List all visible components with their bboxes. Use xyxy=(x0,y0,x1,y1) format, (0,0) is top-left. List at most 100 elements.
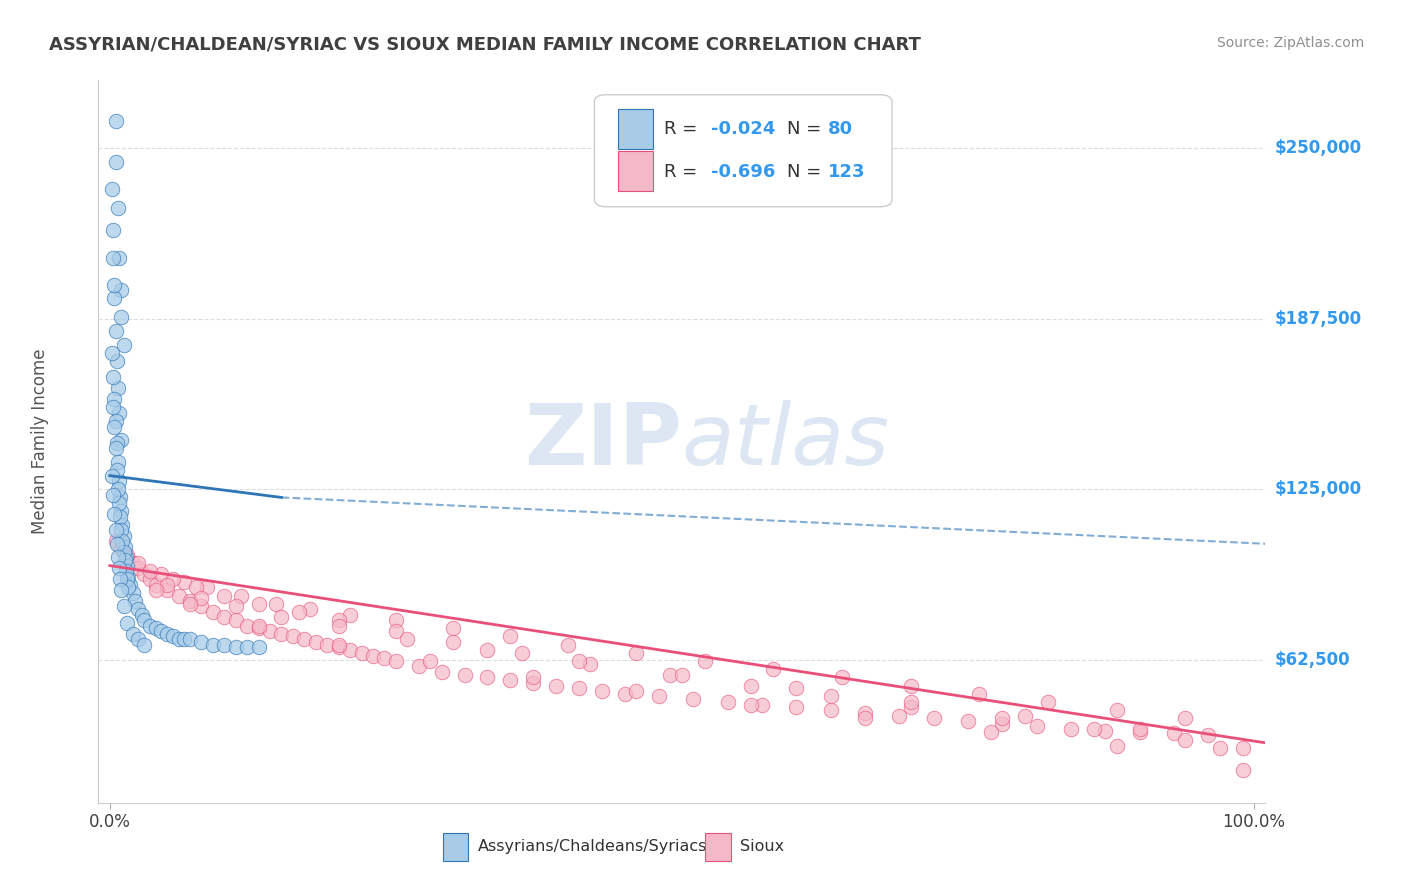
Point xyxy=(115,550,138,565)
Point xyxy=(247,621,270,635)
Text: -0.024: -0.024 xyxy=(711,120,776,138)
Point xyxy=(544,679,567,693)
Text: Sioux: Sioux xyxy=(741,838,785,854)
Point xyxy=(145,577,167,591)
Point xyxy=(624,646,647,660)
Point xyxy=(373,651,395,665)
Point xyxy=(156,577,179,591)
Point xyxy=(103,292,125,306)
Point xyxy=(624,684,647,698)
Point xyxy=(105,354,128,368)
Point xyxy=(115,548,138,562)
Point xyxy=(108,572,131,586)
Point xyxy=(477,670,499,684)
Point xyxy=(110,433,132,447)
Point xyxy=(1128,722,1150,736)
Text: Source: ZipAtlas.com: Source: ZipAtlas.com xyxy=(1216,36,1364,50)
Point xyxy=(236,640,259,655)
Point xyxy=(1174,711,1197,725)
Point xyxy=(139,618,162,632)
Point xyxy=(441,635,464,649)
Point xyxy=(1060,722,1083,736)
Point xyxy=(922,711,945,725)
Point xyxy=(820,690,842,704)
Point xyxy=(131,607,153,622)
Point xyxy=(103,507,125,521)
Point xyxy=(785,700,807,714)
Point xyxy=(648,690,671,704)
Point xyxy=(150,566,173,581)
Point xyxy=(108,509,131,524)
Point xyxy=(499,630,522,644)
Point xyxy=(441,621,464,635)
Point xyxy=(900,700,922,714)
Point xyxy=(522,670,544,684)
Text: Median Family Income: Median Family Income xyxy=(31,349,49,534)
Point xyxy=(231,589,253,603)
Point xyxy=(110,283,132,297)
Point xyxy=(900,679,922,693)
Point xyxy=(104,534,127,549)
Point xyxy=(114,553,136,567)
Point xyxy=(214,610,236,624)
Bar xyxy=(706,833,731,861)
Point xyxy=(385,613,408,627)
Text: 123: 123 xyxy=(828,163,865,181)
Point xyxy=(510,646,533,660)
Point xyxy=(110,310,132,325)
Point xyxy=(111,517,134,532)
Text: atlas: atlas xyxy=(682,400,890,483)
Point xyxy=(124,594,146,608)
Point xyxy=(179,597,201,611)
Point xyxy=(110,504,132,518)
Point xyxy=(107,482,129,496)
Bar xyxy=(617,109,652,149)
Point xyxy=(305,635,328,649)
Point xyxy=(108,496,131,510)
Point xyxy=(115,572,138,586)
Point xyxy=(247,640,270,655)
Point xyxy=(682,692,704,706)
Point xyxy=(270,610,292,624)
Point xyxy=(361,648,384,663)
Point xyxy=(101,346,124,360)
Point xyxy=(214,589,236,603)
Point xyxy=(190,599,212,614)
Text: N =: N = xyxy=(787,163,827,181)
Point xyxy=(127,632,149,647)
Point xyxy=(103,488,125,502)
Point xyxy=(568,654,591,668)
Point xyxy=(751,698,773,712)
Point xyxy=(115,550,138,565)
Point xyxy=(190,591,212,606)
Point xyxy=(1014,708,1036,723)
Point xyxy=(991,711,1014,725)
Point xyxy=(112,545,135,559)
Point xyxy=(173,632,195,647)
Text: $187,500: $187,500 xyxy=(1275,310,1361,328)
Point xyxy=(156,626,179,640)
Point xyxy=(120,577,142,591)
Point xyxy=(162,630,184,644)
Point xyxy=(110,583,132,598)
Point xyxy=(477,643,499,657)
Point xyxy=(499,673,522,687)
Point xyxy=(110,542,132,557)
Point xyxy=(1025,719,1047,733)
Point xyxy=(579,657,602,671)
Point xyxy=(1105,739,1128,753)
Point xyxy=(103,223,125,237)
Point xyxy=(328,640,350,655)
Point xyxy=(107,455,129,469)
Point xyxy=(103,370,125,384)
Point xyxy=(613,687,636,701)
Point xyxy=(591,684,613,698)
Point xyxy=(108,474,131,488)
Point xyxy=(107,202,129,216)
Point xyxy=(785,681,807,696)
Point xyxy=(900,695,922,709)
Point xyxy=(103,277,125,292)
Point xyxy=(762,662,785,676)
Point xyxy=(150,624,173,638)
Point xyxy=(105,537,128,551)
